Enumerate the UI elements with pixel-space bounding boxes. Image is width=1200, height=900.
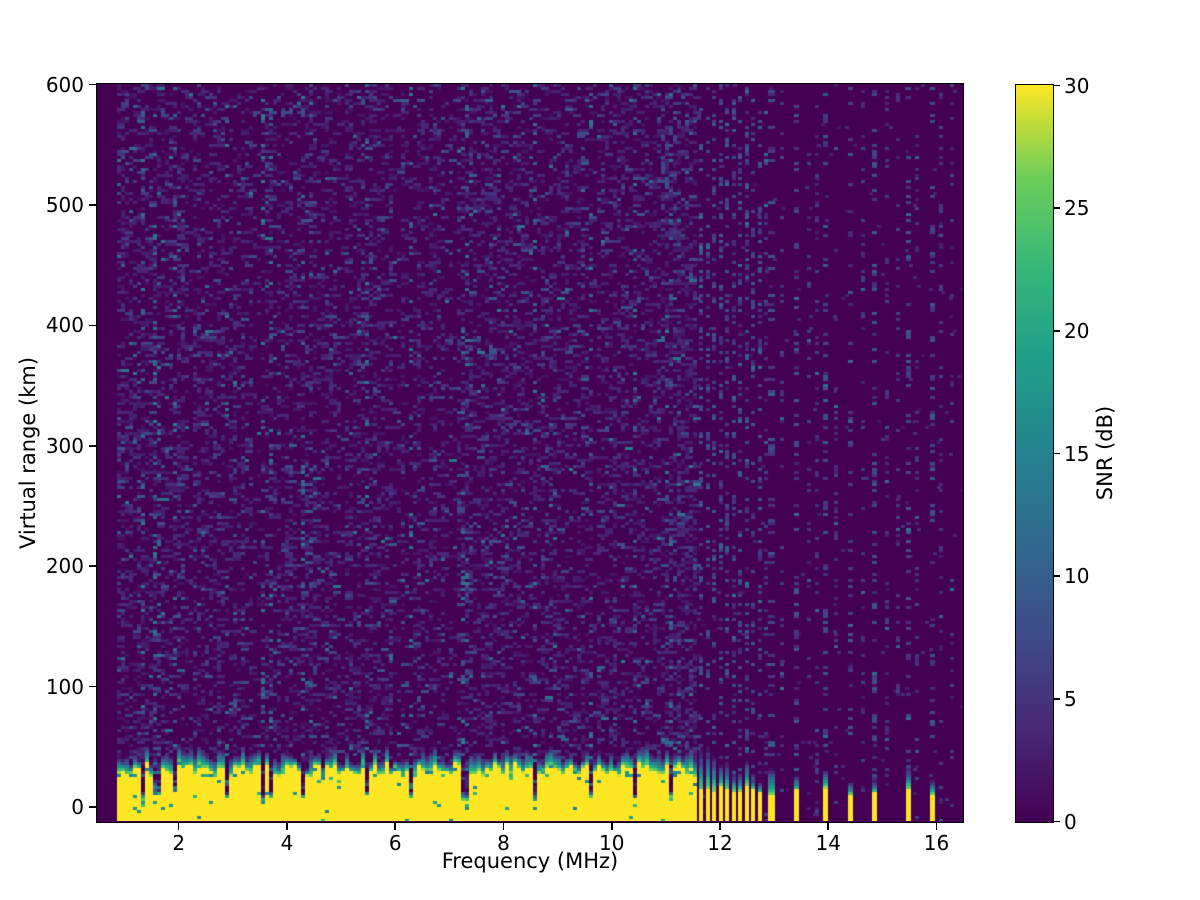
x-tick-label: 6 [388, 831, 402, 855]
heatmap-canvas [97, 84, 962, 821]
x-tick-label: 14 [815, 831, 841, 855]
colorbar-tick-mark [1054, 698, 1060, 700]
y-tick-mark [89, 565, 96, 567]
colorbar-tick-label: 0 [1064, 809, 1077, 834]
y-tick-label: 400 [45, 313, 84, 338]
x-tick-mark [502, 823, 505, 830]
colorbar-tick-label: 30 [1064, 73, 1090, 98]
x-tick-mark [394, 823, 396, 830]
x-tick-mark [935, 823, 938, 830]
y-tick-label: 200 [45, 554, 84, 579]
colorbar [1015, 84, 1054, 823]
y-tick-label: 300 [45, 433, 84, 458]
colorbar-tick-mark [1054, 575, 1060, 577]
x-tick-label: 16 [923, 831, 950, 855]
colorbar-label: SNR (dB) [1093, 405, 1117, 501]
x-tick-label: 12 [707, 831, 733, 855]
colorbar-tick-mark [1054, 207, 1060, 209]
colorbar-gradient [1016, 85, 1053, 822]
colorbar-tick-label: 25 [1064, 196, 1090, 221]
colorbar-tick-label: 20 [1064, 318, 1090, 343]
x-tick-mark [610, 823, 613, 830]
x-tick-mark [286, 823, 288, 830]
colorbar-tick-mark [1054, 330, 1060, 332]
y-tick-label: 0 [71, 795, 84, 820]
y-tick-mark [89, 204, 96, 206]
colorbar-tick-mark [1054, 84, 1060, 87]
colorbar-tick-label: 5 [1064, 686, 1077, 711]
x-tick-mark [177, 823, 180, 830]
plot-area [96, 83, 964, 823]
x-tick-mark [827, 823, 830, 830]
x-tick-label: 2 [172, 831, 186, 855]
colorbar-tick-mark [1054, 452, 1060, 455]
x-tick-label: 8 [497, 831, 510, 855]
y-tick-mark [89, 324, 96, 327]
y-tick-label: 100 [45, 674, 84, 699]
y-tick-mark [89, 83, 96, 86]
colorbar-tick-mark [1054, 820, 1060, 823]
y-tick-mark [89, 444, 96, 447]
x-tick-label: 10 [599, 831, 625, 855]
x-tick-label: 4 [280, 831, 294, 855]
x-tick-mark [719, 823, 721, 830]
y-tick-label: 500 [45, 192, 84, 217]
x-axis-label: Frequency (MHz) [441, 849, 619, 873]
colorbar-tick-label: 15 [1064, 441, 1090, 466]
y-tick-mark [89, 806, 96, 808]
y-tick-mark [89, 685, 96, 688]
colorbar-tick-label: 10 [1064, 564, 1090, 589]
y-tick-label: 600 [45, 72, 84, 97]
